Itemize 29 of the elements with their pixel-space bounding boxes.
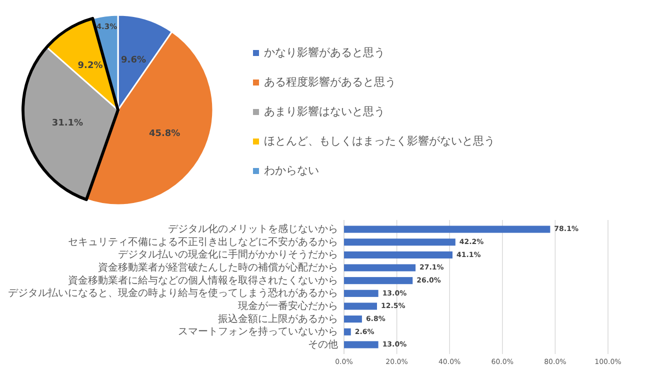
bar: [344, 238, 456, 246]
legend-label: わからない: [264, 164, 319, 178]
bar: [344, 226, 550, 233]
y-tick-label: セキュリティ不備による不正引き出しなどに不安があるから: [68, 236, 338, 248]
y-tick-label: スマートフォンを持っていないから: [178, 326, 338, 338]
data-label: 45.8%: [148, 129, 180, 140]
bar: [344, 251, 453, 258]
y-tick-label: 資金移動業者に給与などの個人情報を取得されたくないから: [68, 274, 338, 286]
y-tick-label: その他: [308, 338, 338, 350]
y-tick-label: デジタル払いの現金化に手間がかかりそうだから: [118, 248, 338, 261]
legend-label: あまり影響はないと思う: [264, 105, 385, 118]
bar: [344, 277, 413, 284]
data-label: 9.2%: [78, 61, 103, 72]
y-tick-label: 現金が一番安心だから: [238, 300, 338, 312]
legend-label: ある程度影響があると思う: [264, 76, 396, 89]
data-label: 9.6%: [121, 56, 146, 66]
bar: [344, 264, 416, 272]
bar: [344, 290, 378, 297]
y-tick-label: 振込金額に上限があるから: [218, 312, 338, 325]
legend-label: かなり影響があると思う: [264, 46, 385, 60]
bar: [344, 316, 362, 323]
legend-label: ほとんど、もしくはまったく影響がないと思う: [264, 134, 495, 148]
y-tick-label: 資金移動業者が経営破たんした時の補償が心配だから: [98, 262, 338, 274]
y-tick-label: デジタル払いになると、現金の時より給与を使ってしまう恐れがあるから: [8, 287, 338, 300]
bar: [344, 302, 377, 310]
bar: [344, 328, 351, 336]
bar: [344, 341, 378, 348]
data-label: 31.1%: [52, 118, 84, 129]
y-tick-label: デジタル化のメリットを感じないから: [168, 223, 338, 236]
